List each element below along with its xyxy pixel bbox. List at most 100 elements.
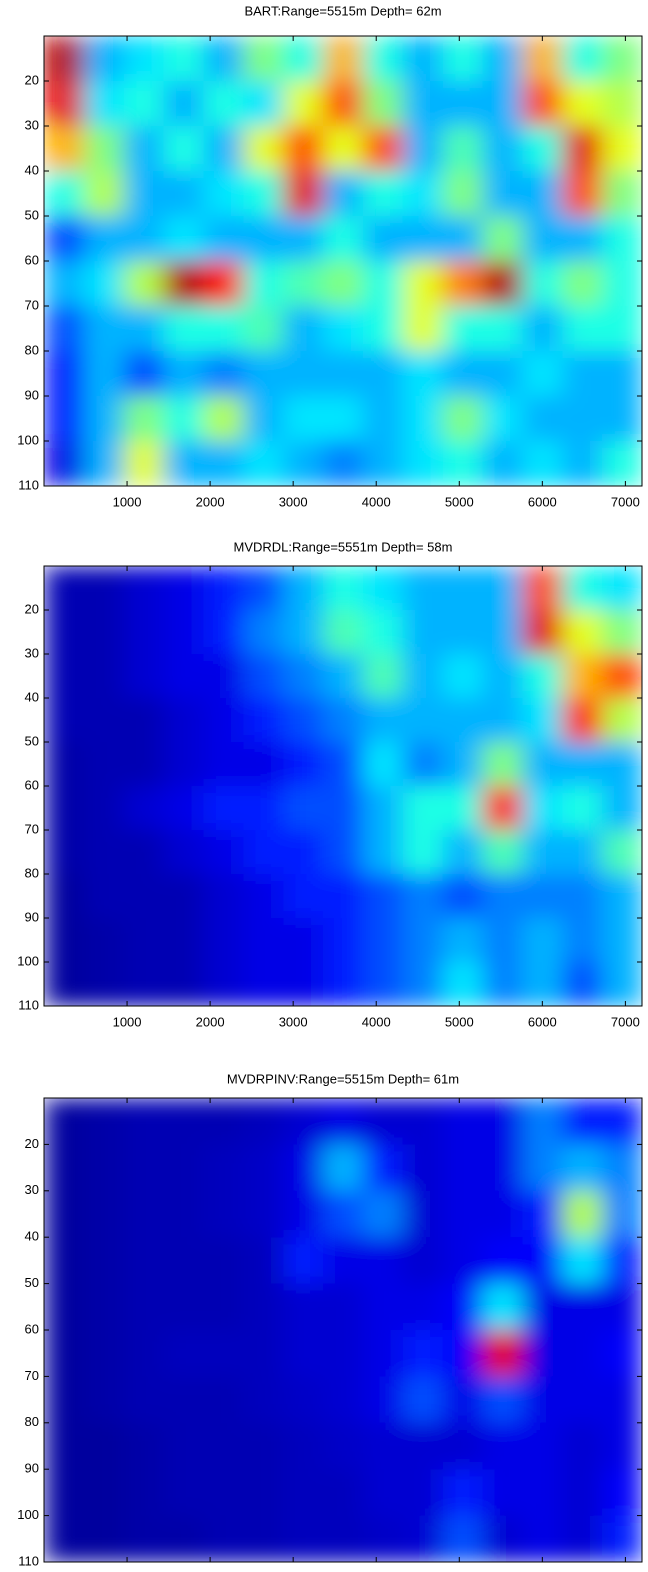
heatmap-cell [203,874,244,919]
heatmap-cell [123,786,165,831]
x-tick-label: 6000 [528,1014,557,1029]
heatmap-cell [442,1376,484,1424]
heatmap-cell [602,1376,642,1424]
heatmap-cell [243,351,284,397]
heatmap-cell [83,698,125,743]
heatmap-cell [323,1330,364,1377]
heatmap-cell [482,396,523,442]
y-tick-label: 70 [25,1368,39,1383]
heatmap-cell [44,1469,85,1517]
x-tick-label: 1000 [113,1014,142,1029]
y-tick-label: 60 [25,252,39,267]
heatmap-cell [522,654,563,699]
heatmap-cell [602,786,642,831]
heatmap-cell [83,126,125,172]
heatmap-cell [283,1283,324,1331]
heatmap-cell [602,306,642,352]
heatmap-cell [442,216,484,262]
heatmap-cell [44,830,85,875]
heatmap-cell [123,1515,165,1562]
y-tick-label: 50 [25,1275,39,1290]
heatmap-cell [283,962,324,1006]
heatmap-cell [323,1283,364,1331]
heatmap-cell [44,261,85,307]
heatmap-cell [402,1283,444,1331]
heatmap-cell [402,1190,444,1238]
heatmap-cell [243,81,284,127]
heatmap-cell [602,261,642,307]
heatmap-cell [283,216,324,262]
y-tick-label: 90 [25,909,39,924]
x-tick-label: 1000 [113,494,142,509]
heatmap-cell [602,126,642,172]
heatmap-cell [243,1422,284,1470]
heatmap-cell [283,126,324,172]
heatmap-cell [602,874,642,919]
heatmap-cell [562,396,603,442]
heatmap-cell [323,566,364,611]
heatmap-cell [243,566,284,611]
heatmap-cell [83,81,125,127]
heatmap-cell [323,1098,364,1145]
y-tick-label: 30 [25,1182,39,1197]
heatmap-cell [402,306,444,352]
heatmap-cell [362,261,404,307]
y-tick-label: 50 [25,207,39,222]
heatmap-cell [163,962,204,1006]
heatmap-cell [44,1283,85,1331]
heatmap-cell [323,1422,364,1470]
heatmap-cell [482,1469,523,1517]
heatmap-cell [163,1144,204,1192]
heatmap-cell [482,830,523,875]
heatmap-cell [44,610,85,655]
heatmap-cell [522,36,563,82]
heatmap-cell [163,36,204,82]
heatmap-cell [362,396,404,442]
heatmap-cell [243,261,284,307]
heatmap-cells [44,1098,642,1562]
heatmap-cell [203,261,244,307]
heatmap-cell [362,830,404,875]
heatmap-cell [522,351,563,397]
x-tick-label: 6000 [528,494,557,509]
y-tick-label: 100 [17,432,39,447]
heatmap-cell [442,36,484,82]
heatmap-cell [283,1515,324,1562]
heatmap-cell [602,654,642,699]
heatmap-cell [163,566,204,611]
heatmap-cell [123,566,165,611]
heatmap-cell [362,441,404,486]
heatmap-cell [402,441,444,486]
heatmap-cell [522,1422,563,1470]
heatmap-cell [562,698,603,743]
heatmap-cell [323,441,364,486]
heatmap-cells [44,36,642,486]
y-tick-label: 70 [25,297,39,312]
heatmap-cell [83,36,125,82]
heatmap-cell [83,216,125,262]
x-tick-label: 3000 [279,494,308,509]
heatmap-cell [562,654,603,699]
heatmap-cell [442,171,484,217]
heatmap-cell [482,962,523,1006]
heatmap-cell [362,1190,404,1238]
heatmap-cell [442,1098,484,1145]
heatmap-cell [283,351,324,397]
heatmap-cell [44,306,85,352]
heatmap-cell [602,610,642,655]
heatmap-cell [243,1330,284,1377]
heatmap-cell [123,1376,165,1424]
heatmap-cell [203,1469,244,1517]
heatmap-cell [362,698,404,743]
heatmap-cell [362,171,404,217]
heatmap-cell [522,126,563,172]
heatmap-cell [602,742,642,787]
heatmap-cell [44,126,85,172]
heatmap-cell [44,36,85,82]
heatmap-cell [203,830,244,875]
heatmap-cell [482,1515,523,1562]
heatmap-cell [203,1144,244,1192]
heatmap-cell [203,81,244,127]
heatmap-cell [163,81,204,127]
